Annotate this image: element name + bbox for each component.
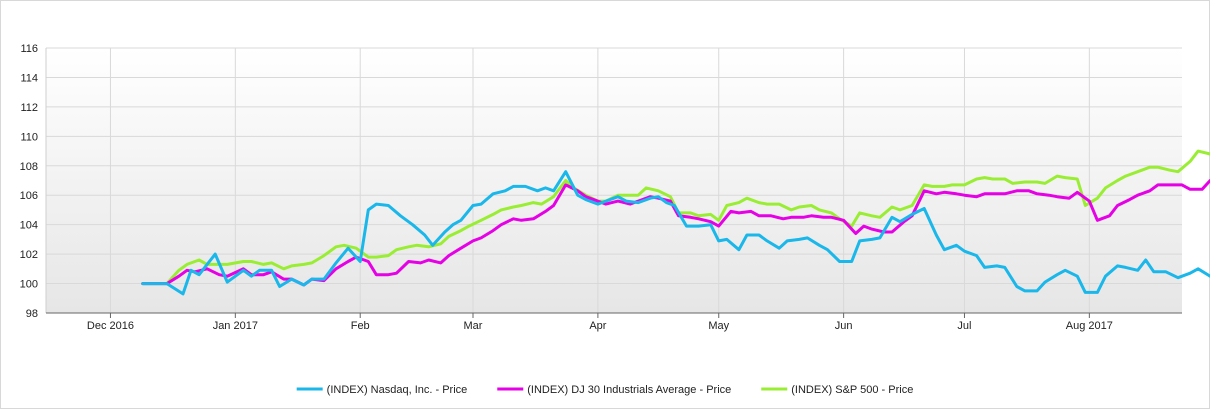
x-tick-label: Jun — [835, 320, 853, 332]
y-tick-label: 110 — [20, 131, 38, 143]
x-tick-label: Feb — [351, 320, 370, 332]
y-tick-label: 106 — [20, 190, 38, 202]
y-tick-label: 112 — [20, 102, 38, 114]
x-tick-label: Jul — [957, 320, 971, 332]
y-tick-label: 104 — [20, 220, 38, 232]
y-tick-label: 98 — [26, 308, 38, 320]
legend-label: (INDEX) DJ 30 Industrials Average - Pric… — [527, 384, 731, 396]
legend-label: (INDEX) S&P 500 - Price — [791, 384, 913, 396]
legend-label: (INDEX) Nasdaq, Inc. - Price — [327, 384, 468, 396]
series-lines — [141, 149, 1210, 296]
y-axis: 98 100 102 104 106 108 110 112 114 116 — [20, 43, 47, 320]
x-axis: Dec 2016 Jan 2017 Feb Mar Apr May Jun Jul Aug 20… — [46, 312, 1182, 332]
series-line-2 — [141, 149, 1210, 286]
y-tick-label: 108 — [20, 161, 38, 173]
y-tick-label: 102 — [20, 249, 38, 261]
x-tick-label: Aug 2017 — [1066, 320, 1113, 332]
x-tick-label: Dec 2016 — [87, 320, 134, 332]
x-tick-label: Mar — [464, 320, 483, 332]
legend: (INDEX) Nasdaq, Inc. - Price (INDEX) DJ 3… — [296, 384, 913, 396]
x-tick-label: Jan 2017 — [213, 320, 258, 332]
series-line-1 — [141, 178, 1210, 287]
y-tick-label: 114 — [20, 72, 38, 84]
series-line-0 — [141, 170, 1210, 296]
x-tick-label: Apr — [589, 320, 606, 332]
x-tick-label: May — [708, 320, 729, 332]
y-tick-label: 100 — [20, 279, 38, 291]
y-tick-label: 116 — [20, 43, 38, 55]
